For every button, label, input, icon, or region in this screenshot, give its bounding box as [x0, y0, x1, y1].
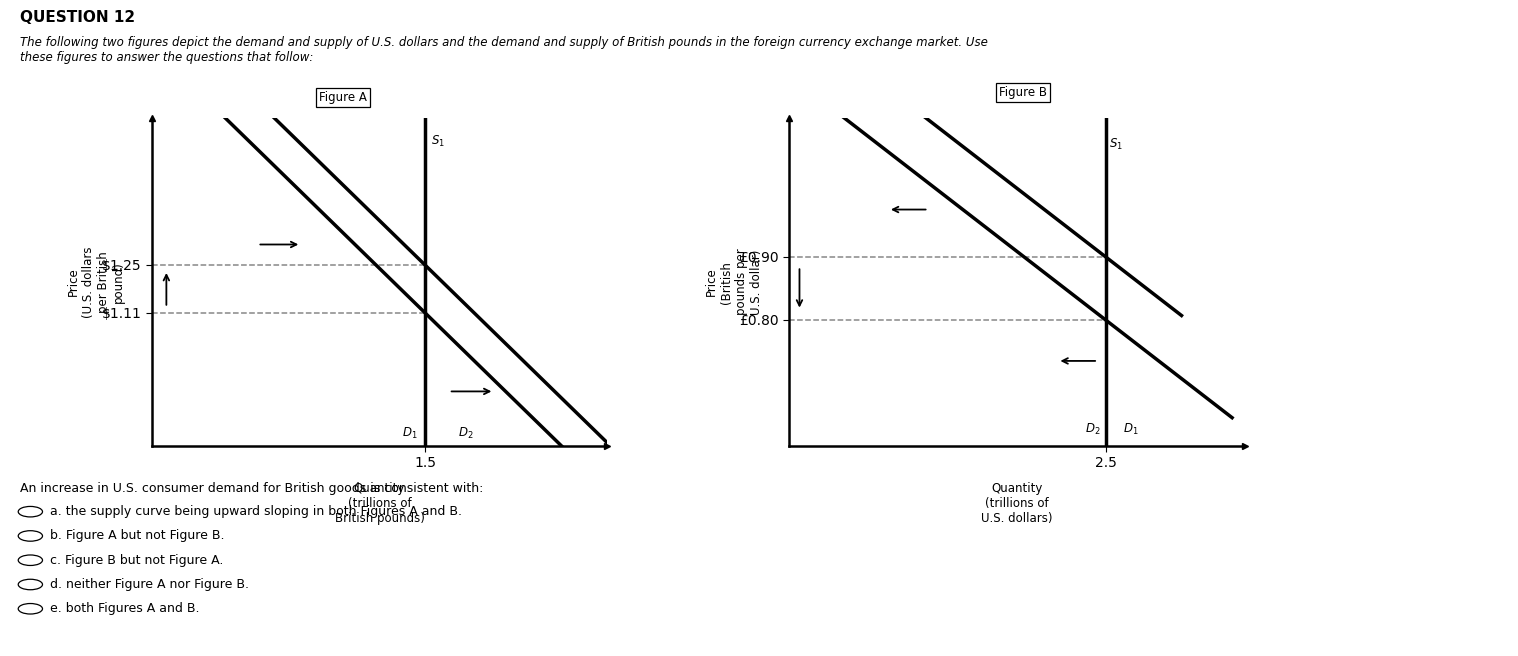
Y-axis label: Price
(U.S. dollars
per British
pound): Price (U.S. dollars per British pound) [67, 247, 124, 318]
Text: c. Figure B but not Figure A.: c. Figure B but not Figure A. [50, 554, 223, 567]
Text: $D_1$: $D_1$ [402, 426, 417, 441]
Text: Figure A: Figure A [319, 91, 367, 104]
Text: An increase in U.S. consumer demand for British goods is consistent with:: An increase in U.S. consumer demand for … [20, 482, 483, 495]
Text: QUESTION 12: QUESTION 12 [20, 10, 135, 25]
Text: d. neither Figure A nor Figure B.: d. neither Figure A nor Figure B. [50, 578, 249, 591]
Text: $D_2$: $D_2$ [1085, 422, 1101, 437]
Text: b. Figure A but not Figure B.: b. Figure A but not Figure B. [50, 529, 225, 543]
Text: The following two figures depict the demand and supply of U.S. dollars and the d: The following two figures depict the dem… [20, 36, 988, 64]
Y-axis label: Price
(British
pounds per
U.S. dollar): Price (British pounds per U.S. dollar) [704, 249, 762, 316]
Text: $S_1$: $S_1$ [431, 133, 445, 148]
Text: a. the supply curve being upward sloping in both Figures A and B.: a. the supply curve being upward sloping… [50, 505, 461, 518]
Text: $D_2$: $D_2$ [458, 426, 474, 441]
Text: e. both Figures A and B.: e. both Figures A and B. [50, 602, 199, 615]
Text: $S_1$: $S_1$ [1110, 137, 1123, 152]
X-axis label: Quantity
(trillions of
British pounds): Quantity (trillions of British pounds) [334, 482, 425, 525]
X-axis label: Quantity
(trillions of
U.S. dollars): Quantity (trillions of U.S. dollars) [981, 482, 1053, 525]
Text: $D_1$: $D_1$ [1123, 422, 1138, 437]
Text: Figure B: Figure B [999, 86, 1047, 99]
